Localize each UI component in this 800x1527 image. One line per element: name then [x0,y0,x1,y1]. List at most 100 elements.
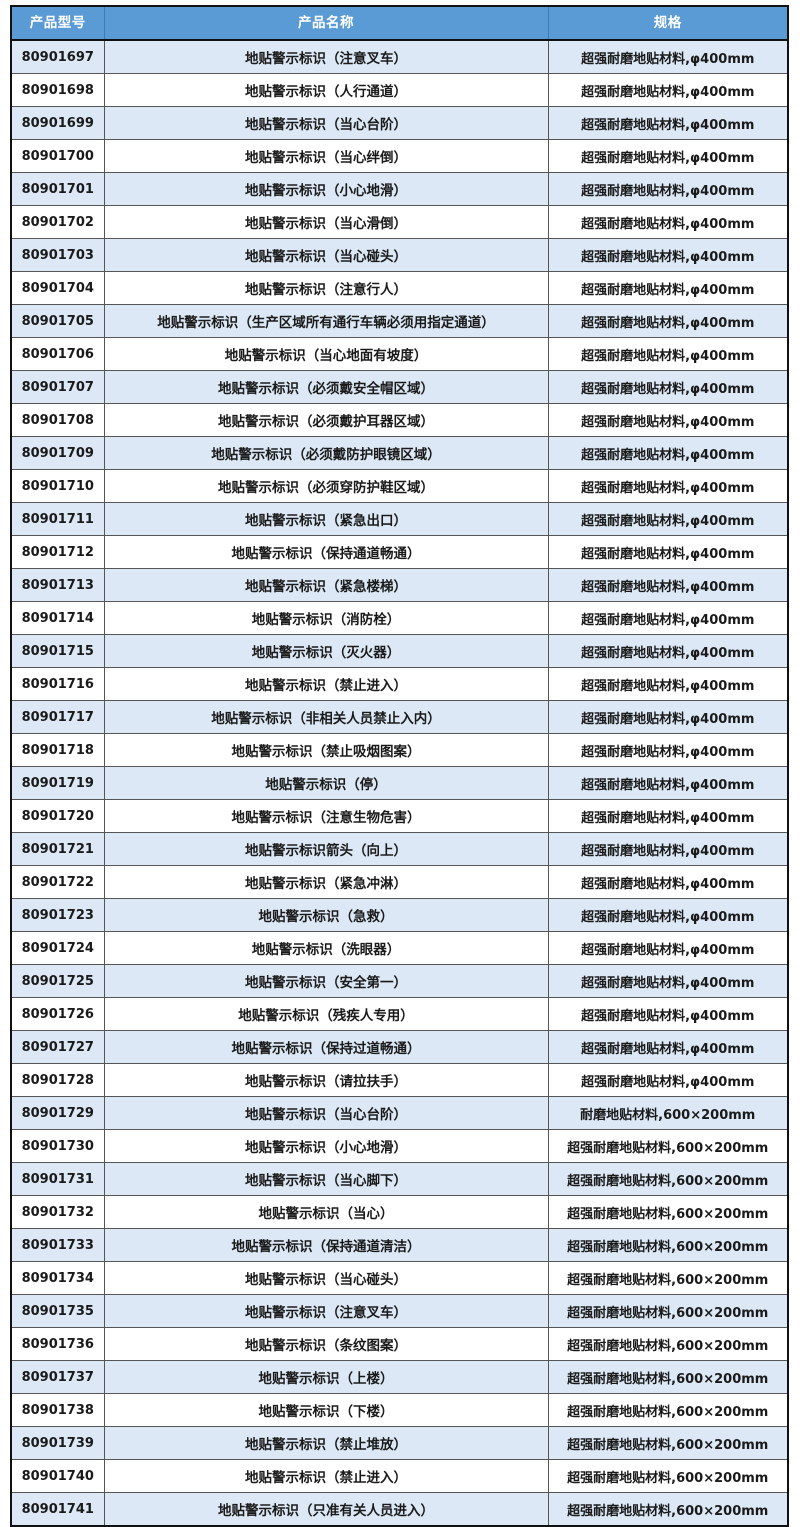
cell-product-name: 地贴警示标识（上楼） [104,1360,549,1394]
cell-product-name: 地贴警示标识（当心台阶） [104,1096,549,1130]
table-row: 80901733 地贴警示标识（保持通道清洁） 超强耐磨地贴材料,600×200mm [11,1228,788,1262]
cell-product-spec: 超强耐磨地贴材料,φ400mm [548,1063,788,1097]
cell-product-spec: 超强耐磨地贴材料,φ400mm [548,1030,788,1064]
cell-product-spec: 超强耐磨地贴材料,φ400mm [548,469,788,503]
table-row: 80901720 地贴警示标识（注意生物危害） 超强耐磨地贴材料,φ400mm [11,799,788,833]
table-row: 80901740 地贴警示标识（禁止进入） 超强耐磨地贴材料,600×200mm [11,1459,788,1493]
cell-product-name: 地贴警示标识（紧急楼梯） [104,568,549,602]
cell-product-model: 80901704 [11,271,105,305]
cell-product-model: 80901722 [11,865,105,899]
cell-product-spec: 超强耐磨地贴材料,600×200mm [548,1294,788,1328]
cell-product-model: 80901708 [11,403,105,437]
table-row: 80901724 地贴警示标识（洗眼器） 超强耐磨地贴材料,φ400mm [11,931,788,965]
table-row: 80901697 地贴警示标识（注意叉车） 超强耐磨地贴材料,φ400mm [11,40,788,74]
cell-product-model: 80901719 [11,766,105,800]
cell-product-spec: 超强耐磨地贴材料,φ400mm [548,271,788,305]
cell-product-name: 地贴警示标识（请拉扶手） [104,1063,549,1097]
cell-product-name: 地贴警示标识（保持通道清洁） [104,1228,549,1262]
cell-product-name: 地贴警示标识（禁止堆放） [104,1426,549,1460]
cell-product-name: 地贴警示标识（非相关人员禁止入内） [104,700,549,734]
table-row: 80901738 地贴警示标识（下楼） 超强耐磨地贴材料,600×200mm [11,1393,788,1427]
cell-product-spec: 超强耐磨地贴材料,φ400mm [548,535,788,569]
cell-product-name: 地贴警示标识（必须戴安全帽区域） [104,370,549,404]
cell-product-spec: 超强耐磨地贴材料,φ400mm [548,73,788,107]
cell-product-name: 地贴警示标识（紧急冲淋） [104,865,549,899]
cell-product-model: 80901715 [11,634,105,668]
cell-product-model: 80901738 [11,1393,105,1427]
cell-product-spec: 超强耐磨地贴材料,φ400mm [548,238,788,272]
table-row: 80901699 地贴警示标识（当心台阶） 超强耐磨地贴材料,φ400mm [11,106,788,140]
cell-product-name: 地贴警示标识箭头（向上） [104,832,549,866]
cell-product-spec: 超强耐磨地贴材料,φ400mm [548,832,788,866]
cell-product-name: 地贴警示标识（小心地滑） [104,1129,549,1163]
cell-product-spec: 超强耐磨地贴材料,600×200mm [548,1459,788,1493]
cell-product-model: 80901733 [11,1228,105,1262]
table-row: 80901714 地贴警示标识（消防栓） 超强耐磨地贴材料,φ400mm [11,601,788,635]
cell-product-model: 80901737 [11,1360,105,1394]
cell-product-name: 地贴警示标识（当心） [104,1195,549,1229]
table-row: 80901711 地贴警示标识（紧急出口） 超强耐磨地贴材料,φ400mm [11,502,788,536]
cell-product-name: 地贴警示标识（生产区域所有通行车辆必须用指定通道） [104,304,549,338]
cell-product-name: 地贴警示标识（人行通道） [104,73,549,107]
cell-product-model: 80901707 [11,370,105,404]
cell-product-spec: 超强耐磨地贴材料,φ400mm [548,436,788,470]
cell-product-model: 80901703 [11,238,105,272]
table-row: 80901698 地贴警示标识（人行通道） 超强耐磨地贴材料,φ400mm [11,73,788,107]
cell-product-spec: 超强耐磨地贴材料,φ400mm [548,40,788,74]
table-row: 80901704 地贴警示标识（注意行人） 超强耐磨地贴材料,φ400mm [11,271,788,305]
cell-product-model: 80901726 [11,997,105,1031]
cell-product-model: 80901740 [11,1459,105,1493]
cell-product-spec: 超强耐磨地贴材料,600×200mm [548,1261,788,1295]
cell-product-spec: 超强耐磨地贴材料,φ400mm [548,337,788,371]
table-row: 80901709 地贴警示标识（必须戴防护眼镜区域） 超强耐磨地贴材料,φ400mm [11,436,788,470]
cell-product-spec: 超强耐磨地贴材料,φ400mm [548,403,788,437]
cell-product-model: 80901697 [11,40,105,74]
column-header-name: 产品名称 [104,6,549,41]
cell-product-model: 80901728 [11,1063,105,1097]
cell-product-name: 地贴警示标识（当心台阶） [104,106,549,140]
cell-product-spec: 超强耐磨地贴材料,φ400mm [548,634,788,668]
table-row: 80901710 地贴警示标识（必须穿防护鞋区域） 超强耐磨地贴材料,φ400mm [11,469,788,503]
cell-product-name: 地贴警示标识（小心地滑） [104,172,549,206]
table-row: 80901717 地贴警示标识（非相关人员禁止入内） 超强耐磨地贴材料,φ400mm [11,700,788,734]
cell-product-spec: 超强耐磨地贴材料,φ400mm [548,304,788,338]
cell-product-model: 80901730 [11,1129,105,1163]
cell-product-model: 80901712 [11,535,105,569]
table-row: 80901703 地贴警示标识（当心碰头） 超强耐磨地贴材料,φ400mm [11,238,788,272]
cell-product-spec: 超强耐磨地贴材料,φ400mm [548,568,788,602]
cell-product-model: 80901725 [11,964,105,998]
table-header: 产品型号 产品名称 规格 [11,6,788,41]
table-row: 80901727 地贴警示标识（保持过道畅通） 超强耐磨地贴材料,φ400mm [11,1030,788,1064]
cell-product-model: 80901734 [11,1261,105,1295]
cell-product-spec: 超强耐磨地贴材料,φ400mm [548,172,788,206]
cell-product-model: 80901709 [11,436,105,470]
cell-product-model: 80901723 [11,898,105,932]
table-row: 80901725 地贴警示标识（安全第一） 超强耐磨地贴材料,φ400mm [11,964,788,998]
cell-product-model: 80901701 [11,172,105,206]
table-row: 80901736 地贴警示标识（条纹图案） 超强耐磨地贴材料,600×200mm [11,1327,788,1361]
cell-product-spec: 超强耐磨地贴材料,φ400mm [548,931,788,965]
table-row: 80901732 地贴警示标识（当心） 超强耐磨地贴材料,600×200mm [11,1195,788,1229]
cell-product-name: 地贴警示标识（紧急出口） [104,502,549,536]
cell-product-model: 80901724 [11,931,105,965]
cell-product-name: 地贴警示标识（禁止吸烟图案） [104,733,549,767]
table-row: 80901700 地贴警示标识（当心绊倒） 超强耐磨地贴材料,φ400mm [11,139,788,173]
table-row: 80901728 地贴警示标识（请拉扶手） 超强耐磨地贴材料,φ400mm [11,1063,788,1097]
cell-product-spec: 超强耐磨地贴材料,φ400mm [548,964,788,998]
table-row: 80901726 地贴警示标识（残疾人专用） 超强耐磨地贴材料,φ400mm [11,997,788,1031]
cell-product-name: 地贴警示标识（急救） [104,898,549,932]
cell-product-spec: 超强耐磨地贴材料,φ400mm [548,733,788,767]
cell-product-name: 地贴警示标识（当心碰头） [104,1261,549,1295]
table-row: 80901712 地贴警示标识（保持通道畅通） 超强耐磨地贴材料,φ400mm [11,535,788,569]
cell-product-name: 地贴警示标识（条纹图案） [104,1327,549,1361]
table-row: 80901721 地贴警示标识箭头（向上） 超强耐磨地贴材料,φ400mm [11,832,788,866]
table-row: 80901731 地贴警示标识（当心脚下） 超强耐磨地贴材料,600×200mm [11,1162,788,1196]
column-header-spec: 规格 [548,6,788,41]
cell-product-name: 地贴警示标识（注意叉车） [104,40,549,74]
table-row: 80901702 地贴警示标识（当心滑倒） 超强耐磨地贴材料,φ400mm [11,205,788,239]
cell-product-name: 地贴警示标识（只准有关人员进入） [104,1492,549,1526]
cell-product-spec: 耐磨地贴材料,600×200mm [548,1096,788,1130]
cell-product-name: 地贴警示标识（注意行人） [104,271,549,305]
table-row: 80901722 地贴警示标识（紧急冲淋） 超强耐磨地贴材料,φ400mm [11,865,788,899]
cell-product-spec: 超强耐磨地贴材料,600×200mm [548,1162,788,1196]
